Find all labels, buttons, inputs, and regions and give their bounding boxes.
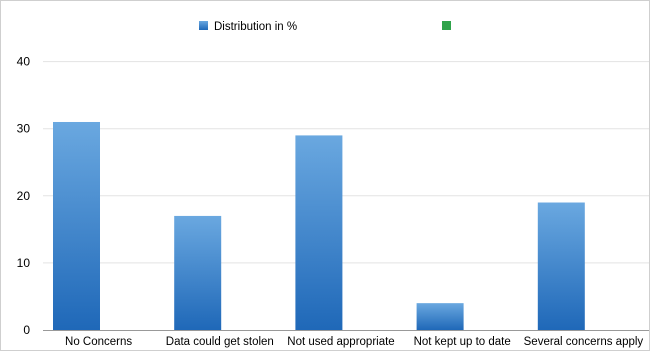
y-tick-label: 10 — [17, 256, 31, 270]
x-tick-label: Several concerns apply — [524, 336, 644, 348]
x-tick-label: No Concerns — [65, 336, 132, 348]
legend: Distribution in % — [199, 21, 451, 33]
bar — [295, 135, 343, 330]
bar — [537, 202, 585, 330]
x-tick-label: Not used appropriate — [287, 336, 394, 348]
y-tick-label: 0 — [23, 323, 30, 337]
x-tick-label: Not kept up to date — [414, 336, 511, 348]
legend-swatch-series-1 — [199, 21, 208, 30]
y-tick-label: 30 — [17, 122, 31, 136]
x-axis-labels: No Concerns Data could get stolen Not used… — [65, 336, 643, 348]
x-tick-label: Data could get stolen — [166, 336, 274, 348]
bar — [416, 303, 464, 330]
y-tick-label: 20 — [17, 189, 31, 203]
legend-label-series-1: Distribution in % — [214, 21, 297, 33]
legend-swatch-series-2 — [442, 21, 451, 30]
bar — [174, 215, 222, 330]
y-axis-ticks: 0 10 20 30 40 — [17, 55, 31, 337]
gridlines — [43, 61, 649, 264]
bar — [53, 121, 100, 331]
bars — [53, 121, 585, 331]
y-tick-label: 40 — [17, 55, 31, 69]
